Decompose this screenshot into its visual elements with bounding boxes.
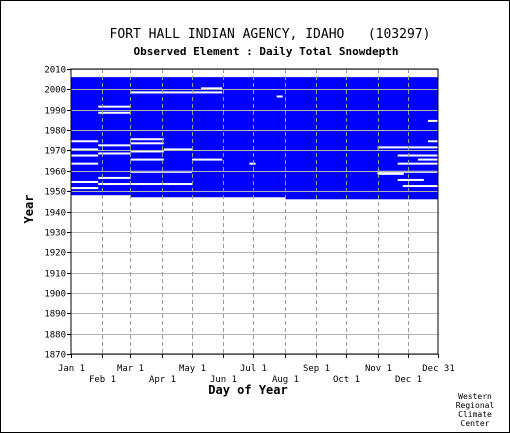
- credit-line-2: Regional: [456, 401, 495, 410]
- chart-subtitle: Observed Element : Daily Total Snowdepth: [134, 45, 399, 58]
- x-tick-label: Oct 1: [333, 375, 360, 385]
- y-tick-label: 1990: [44, 107, 66, 117]
- credit-line-4: Center: [461, 419, 490, 428]
- x-tick-label: Aug 1: [272, 375, 299, 385]
- missing-gap: [427, 119, 438, 122]
- missing-gap: [98, 111, 131, 114]
- x-tick-label: Jul 1: [240, 364, 267, 374]
- x-tick-label: Nov 1: [365, 364, 392, 374]
- x-tick-label: Dec 31: [422, 364, 455, 374]
- x-tick-label: Feb 1: [89, 375, 116, 385]
- y-tick-label: 1980: [44, 127, 66, 137]
- x-tick-label: Jun 1: [210, 375, 237, 385]
- y-tick-label: 2010: [44, 66, 66, 76]
- y-tick-label: 1900: [44, 290, 66, 300]
- missing-gap: [71, 162, 99, 165]
- missing-gap: [427, 140, 438, 143]
- x-tick-label: May 1: [179, 364, 206, 374]
- missing-gap: [130, 150, 164, 153]
- y-tick-label: 1950: [44, 188, 66, 198]
- y-tick-label: 2000: [44, 86, 66, 96]
- missing-gap: [98, 176, 131, 179]
- data-region: [285, 77, 438, 200]
- missing-gap: [377, 146, 438, 149]
- credit-line-1: Western: [458, 392, 492, 401]
- missing-gap: [402, 185, 438, 188]
- missing-gap: [417, 158, 438, 161]
- x-tick-label: Sep 1: [303, 364, 330, 374]
- missing-gap: [130, 158, 164, 161]
- missing-gap: [191, 158, 223, 161]
- missing-gap: [377, 172, 404, 175]
- tick-layer: 1870 1880 1890 1900 1910 1920 1930 1940 1950 1960…: [44, 66, 454, 386]
- missing-gap: [397, 162, 438, 165]
- x-tick-label: Jan 1: [58, 364, 85, 374]
- data-layer: [71, 77, 438, 200]
- missing-gap: [98, 152, 131, 155]
- missing-gap: [71, 180, 99, 183]
- x-axis-label: Day of Year: [208, 383, 287, 397]
- data-region: [71, 77, 131, 196]
- y-axis-label: Year: [22, 195, 36, 224]
- missing-gap: [98, 183, 131, 186]
- y-tick-label: 1940: [44, 209, 66, 219]
- plot-border: [70, 68, 439, 355]
- x-tick-label: Mar 1: [117, 364, 144, 374]
- missing-gap: [276, 95, 283, 98]
- missing-gap: [71, 140, 99, 143]
- missing-gap: [130, 91, 223, 94]
- x-tick-label: Dec 1: [395, 375, 422, 385]
- missing-gap: [397, 154, 438, 157]
- missing-gap: [201, 87, 223, 90]
- missing-gap: [71, 187, 99, 190]
- y-tick-label: 1920: [44, 249, 66, 259]
- credit-line-3: Climate: [458, 410, 492, 419]
- missing-gap: [130, 142, 164, 145]
- x-tick-label: Apr 1: [149, 375, 176, 385]
- missing-gap: [249, 162, 256, 165]
- missing-gap: [130, 183, 192, 186]
- missing-gap: [130, 138, 164, 141]
- data-region: [130, 77, 286, 198]
- missing-gap: [397, 178, 424, 181]
- missing-gap: [71, 148, 99, 151]
- credit-block: Western Regional Climate Center: [456, 392, 495, 428]
- y-tick-label: 1930: [44, 229, 66, 239]
- y-tick-label: 1970: [44, 147, 66, 157]
- missing-gap: [98, 144, 131, 147]
- y-tick-label: 1890: [44, 310, 66, 320]
- y-tick-label: 1870: [44, 351, 66, 361]
- y-tick-label: 1960: [44, 168, 66, 178]
- missing-gap: [163, 148, 192, 151]
- y-tick-label: 1880: [44, 331, 66, 341]
- missing-gap: [71, 154, 99, 157]
- chart-title: FORT HALL INDIAN AGENCY, IDAHO (103297): [110, 27, 431, 42]
- missing-gap: [98, 105, 131, 108]
- y-tick-label: 1910: [44, 270, 66, 280]
